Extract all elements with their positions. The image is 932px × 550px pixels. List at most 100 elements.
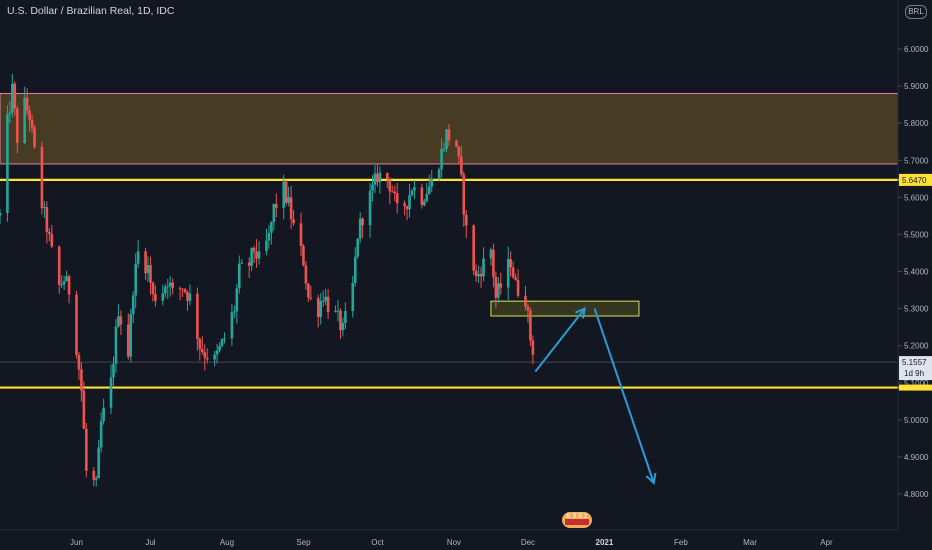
candle-body xyxy=(474,270,478,277)
x-axis[interactable]: Jun Jul Aug Sep Oct Nov Dec 2021 Feb Mar Apr xyxy=(0,529,898,547)
candle-body xyxy=(516,280,520,296)
candle-body xyxy=(464,214,468,226)
candle-body xyxy=(371,184,374,191)
candle-body xyxy=(284,181,288,203)
candle-body xyxy=(171,282,174,289)
candle-body xyxy=(506,259,510,288)
candle-body xyxy=(334,310,337,312)
candle-body xyxy=(45,207,49,233)
support-level-tag xyxy=(899,384,932,391)
candle-body xyxy=(15,108,19,143)
x-tick-label: Apr xyxy=(820,538,833,547)
levels-layer xyxy=(0,178,932,389)
candle-body xyxy=(198,338,202,350)
candle-body xyxy=(80,369,83,391)
candle-body xyxy=(494,276,498,298)
candle-body xyxy=(395,193,399,204)
bottom-badge[interactable]: 8 3 3 1 xyxy=(562,512,592,528)
candle-body xyxy=(423,201,426,206)
candle-body xyxy=(168,282,172,286)
candle-body xyxy=(267,232,271,241)
bottom-badge-text: 8 3 3 1 xyxy=(566,513,588,520)
candle-body xyxy=(386,172,389,180)
candle-body xyxy=(25,97,29,111)
candle-body xyxy=(230,312,234,339)
candle-body xyxy=(238,263,241,289)
candle-body xyxy=(292,219,295,224)
candle-body xyxy=(48,232,51,235)
candle-body xyxy=(6,113,9,213)
candle-body xyxy=(272,203,276,223)
candle-body xyxy=(57,246,61,285)
candle-body xyxy=(514,277,517,281)
candle-body xyxy=(154,294,157,301)
candle-body xyxy=(489,249,493,259)
x-tick-label: Jun xyxy=(70,538,83,547)
candle-body xyxy=(321,300,325,302)
candle-body xyxy=(302,245,305,266)
current-price-tag xyxy=(899,356,932,381)
candle-body xyxy=(309,297,313,299)
candle-body xyxy=(460,156,463,175)
candle-body xyxy=(304,265,308,284)
x-tick-label: 2021 xyxy=(596,538,614,547)
candle-body xyxy=(472,225,475,271)
candle-body xyxy=(361,218,364,226)
candle-body xyxy=(144,251,147,274)
x-tick-label: Sep xyxy=(296,538,311,547)
candle-body xyxy=(75,294,78,355)
level-price-tag-text: 5.6470 xyxy=(902,176,927,185)
candle-body xyxy=(442,148,446,150)
candle-body xyxy=(11,83,14,113)
x-tick-label: Aug xyxy=(220,538,234,547)
current-price-tag-text: 5.1557 xyxy=(902,358,927,367)
currency-badge[interactable]: BRL xyxy=(905,5,927,19)
candle-body xyxy=(373,173,377,185)
y-axis[interactable]: 6.0000 5.9000 5.8000 5.7000 5.6000 5.5000 5.40… xyxy=(897,0,929,530)
candle-body xyxy=(215,350,219,355)
candle-body xyxy=(220,338,224,346)
candle-body xyxy=(240,262,244,264)
candle-body xyxy=(166,285,170,287)
candle-body xyxy=(425,193,429,202)
candle-body xyxy=(492,249,495,277)
candle-body xyxy=(405,206,409,210)
candle-body xyxy=(390,191,394,193)
candle-body xyxy=(186,292,189,301)
candle-body xyxy=(477,273,480,277)
candle-body xyxy=(183,289,187,293)
candle-body xyxy=(82,390,86,429)
x-tick-label: Oct xyxy=(371,538,384,547)
candle-body xyxy=(351,282,355,311)
candle-body xyxy=(136,251,140,264)
projection-arrow xyxy=(534,306,657,485)
candle-body xyxy=(344,310,347,323)
candle-body xyxy=(65,276,68,282)
candle-body xyxy=(316,297,320,318)
arrow-up-leg xyxy=(534,307,586,373)
candle-body xyxy=(28,110,31,120)
candle-body xyxy=(393,191,397,194)
candle-body xyxy=(509,259,512,268)
candle-body xyxy=(213,354,216,360)
candle-body xyxy=(203,352,207,358)
candle-body xyxy=(270,222,273,233)
y-tick-label: 5.5000 xyxy=(904,230,929,239)
candle-body xyxy=(252,247,256,252)
x-tick-label: Dec xyxy=(521,538,535,547)
candle-body xyxy=(181,288,184,290)
candle-body xyxy=(437,169,441,179)
candle-body xyxy=(62,281,66,285)
candle-body xyxy=(196,293,199,339)
candles-layer xyxy=(0,74,535,487)
x-tick-label: Jul xyxy=(145,538,155,547)
x-tick-label: Feb xyxy=(674,538,688,547)
candle-body xyxy=(353,256,357,283)
candle-body xyxy=(50,234,54,247)
candle-body xyxy=(247,262,251,266)
candle-body xyxy=(457,146,461,157)
candle-body xyxy=(326,296,330,312)
candle-body xyxy=(445,129,448,149)
candle-body xyxy=(149,265,152,283)
